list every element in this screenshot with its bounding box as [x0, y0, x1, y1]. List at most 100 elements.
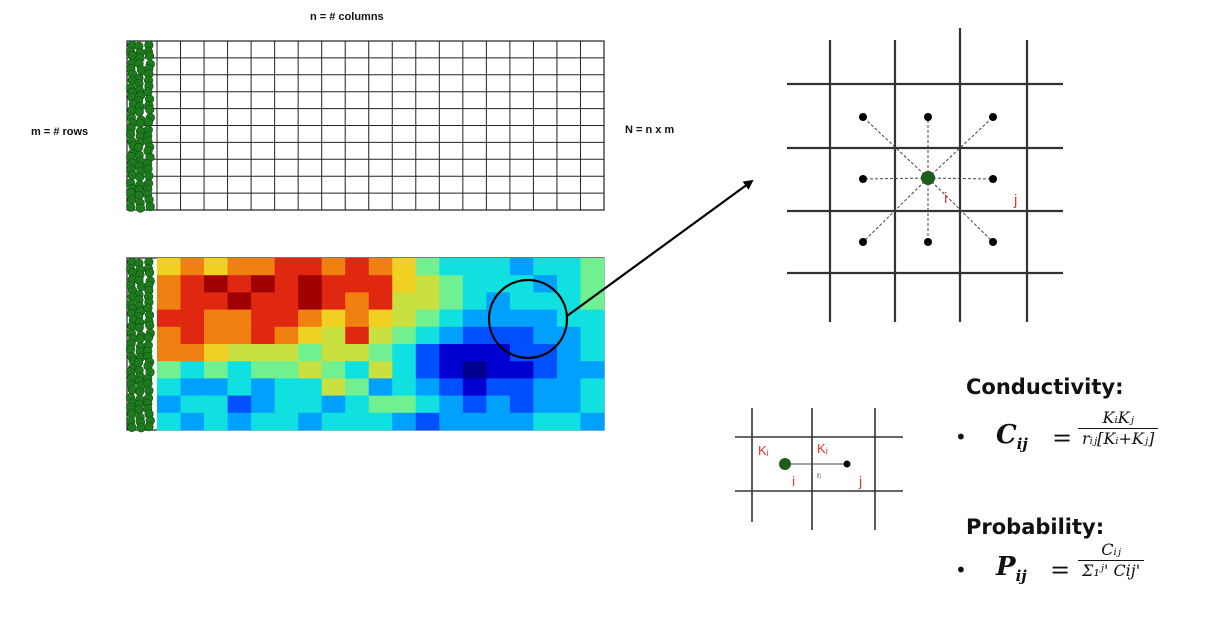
heatmap-cell [415, 378, 440, 396]
heatmap-cell [298, 258, 323, 276]
heatmap-cell [580, 412, 605, 431]
heatmap-cell [415, 395, 440, 414]
conductivity-heatmap [126, 257, 605, 431]
heatmap-cell [157, 361, 181, 379]
plant-blob [135, 387, 145, 397]
heatmap-cell [580, 292, 605, 310]
heatmap-cell [439, 378, 464, 396]
neighbour-links [862, 116, 994, 243]
heatmap-cell [462, 326, 487, 345]
heatmap-cell [556, 309, 581, 328]
plant-blob [145, 201, 155, 212]
heatmap-cell [392, 309, 417, 328]
heatmap-cell [392, 412, 417, 431]
pair-node-i [779, 458, 791, 470]
heatmap-cell [227, 275, 252, 293]
heatmap-cell [251, 258, 276, 276]
heatmap-cell [368, 275, 393, 293]
heatmap-cell [157, 309, 181, 328]
probability-numerator: Cᵢⱼ [1101, 540, 1121, 559]
heatmap-cell [580, 258, 605, 276]
heatmap-cell [368, 361, 393, 379]
heatmap-cell [580, 275, 605, 293]
probability-bullet: • [955, 558, 967, 582]
heatmap-cell [251, 412, 276, 431]
heatmap-cell [345, 361, 370, 379]
neighbour-grid [787, 28, 1063, 322]
heatmap-cell [486, 361, 511, 379]
heatmap-cell [251, 326, 276, 345]
plant-blob [145, 104, 155, 115]
heatmap-cell [298, 361, 323, 379]
heatmap-cell [580, 344, 605, 362]
heatmap-cell [462, 275, 487, 293]
heatmap-cell [533, 361, 558, 379]
heatmap-cell [204, 395, 228, 414]
heatmap-cell [556, 395, 581, 414]
heatmap-cell [392, 258, 417, 276]
heatmap-cell [439, 275, 464, 293]
heatmap-cell [556, 344, 581, 362]
heatmap-cell [439, 292, 464, 310]
zoom-arrow [566, 179, 754, 317]
heatmap-cell [439, 344, 464, 362]
heatmap-cell [251, 395, 276, 414]
pair-node-j [843, 460, 851, 468]
heatmap-cell [227, 292, 252, 310]
heatmap-cell [251, 292, 276, 310]
heatmap-cell [533, 378, 558, 396]
heatmap-cell [298, 292, 323, 310]
heatmap-cell [368, 395, 393, 414]
heatmap-cell [392, 361, 417, 379]
plant-blob [145, 320, 155, 330]
heatmap-cell [556, 412, 581, 431]
heatmap-cell [486, 258, 511, 276]
heatmap-cell [368, 258, 393, 276]
heatmap-cell [486, 344, 511, 362]
conductivity-lhs: Cij [996, 420, 1028, 454]
heatmap-cell [180, 361, 205, 379]
heatmap-cell [415, 292, 440, 310]
heatmap-cell [204, 292, 228, 310]
empty-grid [126, 40, 605, 211]
heatmap-cell [533, 395, 558, 414]
plant-blob [125, 129, 136, 139]
heatmap-cell [251, 275, 276, 293]
probability-lhs: Pij [996, 552, 1027, 586]
conductivity-numerator: KᵢKⱼ [1102, 408, 1134, 427]
label-kj: Kⱼ [817, 441, 828, 456]
plant-blob [144, 51, 155, 61]
heatmap-cell [227, 361, 252, 379]
heatmap-cell [180, 344, 205, 362]
plant-blob [134, 107, 144, 117]
label-ki: Kᵢ [758, 443, 769, 458]
heatmap-cell [180, 309, 205, 328]
heatmap-cell [345, 309, 370, 328]
heatmap-cell [509, 412, 534, 431]
heatmap-cell [509, 395, 534, 414]
heatmap-cell [556, 361, 581, 379]
heatmap-cell [274, 344, 299, 362]
heatmap-cell [415, 361, 440, 379]
heatmap-cell [486, 412, 511, 431]
heatmap-cell [345, 412, 370, 431]
heatmap-cell [157, 275, 181, 293]
heatmap-cell [462, 361, 487, 379]
heatmap-cell [180, 395, 205, 414]
heatmap-cell [274, 292, 299, 310]
heatmap-cell [345, 326, 370, 345]
label-i-small: i [792, 473, 795, 489]
conductivity-bullet: • [955, 425, 967, 449]
heatmap-cell [180, 378, 205, 396]
label-j-small: j [858, 473, 862, 489]
heatmap-cell [439, 326, 464, 345]
heatmap-cell [415, 326, 440, 345]
heatmap-cell [486, 378, 511, 396]
heatmap-cell [556, 292, 581, 310]
heatmap-cell [392, 275, 417, 293]
heatmap-cell [486, 395, 511, 414]
plant-blob [143, 117, 154, 127]
heatmap-cell [368, 344, 393, 362]
heatmap-cell [274, 361, 299, 379]
heatmap-cell [298, 412, 323, 431]
